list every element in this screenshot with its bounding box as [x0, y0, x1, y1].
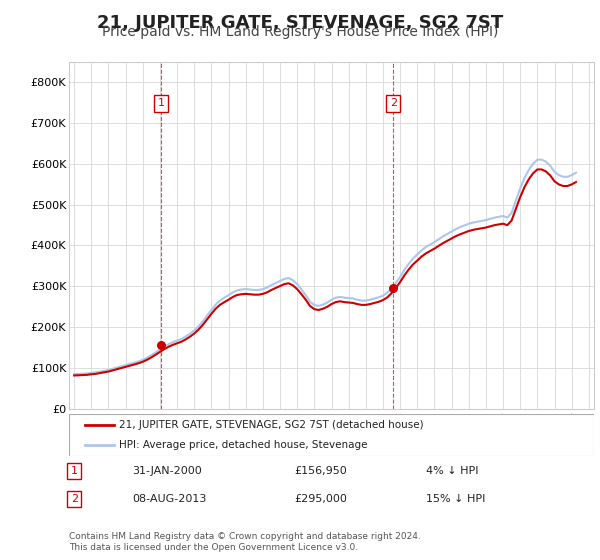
Text: 15% ↓ HPI: 15% ↓ HPI — [426, 494, 485, 504]
Text: 21, JUPITER GATE, STEVENAGE, SG2 7ST (detached house): 21, JUPITER GATE, STEVENAGE, SG2 7ST (de… — [119, 420, 424, 430]
Text: 2: 2 — [71, 494, 78, 504]
Text: Contains HM Land Registry data © Crown copyright and database right 2024.
This d: Contains HM Land Registry data © Crown c… — [69, 532, 421, 552]
Point — [157, 340, 166, 349]
Text: 1: 1 — [158, 98, 165, 108]
Text: £156,950: £156,950 — [295, 466, 347, 476]
Text: 21, JUPITER GATE, STEVENAGE, SG2 7ST: 21, JUPITER GATE, STEVENAGE, SG2 7ST — [97, 14, 503, 32]
Text: 08-AUG-2013: 08-AUG-2013 — [132, 494, 206, 504]
Text: HPI: Average price, detached house, Stevenage: HPI: Average price, detached house, Stev… — [119, 440, 367, 450]
FancyBboxPatch shape — [69, 414, 594, 456]
Text: 31-JAN-2000: 31-JAN-2000 — [132, 466, 202, 476]
Text: 4% ↓ HPI: 4% ↓ HPI — [426, 466, 479, 476]
Text: £295,000: £295,000 — [295, 494, 347, 504]
Point — [388, 284, 398, 293]
Text: 1: 1 — [71, 466, 78, 476]
Text: Price paid vs. HM Land Registry's House Price Index (HPI): Price paid vs. HM Land Registry's House … — [102, 25, 498, 39]
Text: 2: 2 — [390, 98, 397, 108]
